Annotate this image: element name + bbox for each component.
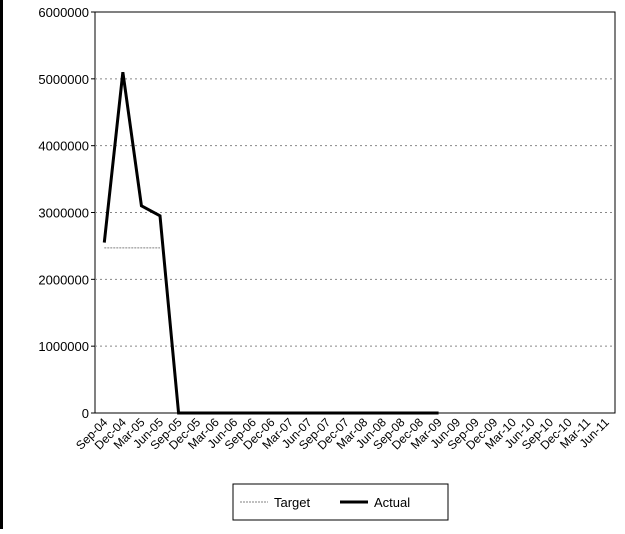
y-tick-label: 3000000 [38, 206, 89, 221]
y-tick-label: 1000000 [38, 339, 89, 354]
legend [232, 483, 449, 521]
left-border [0, 0, 3, 529]
legend-label: Target [274, 495, 311, 510]
y-tick-label: 5000000 [38, 72, 89, 87]
series-line [102, 71, 439, 415]
y-tick-label: 2000000 [38, 272, 89, 287]
y-tick-label: 6000000 [38, 5, 89, 20]
y-tick-label: 4000000 [38, 139, 89, 154]
left-block [0, 95, 3, 145]
y-tick-label: 0 [82, 406, 89, 421]
legend-label: Actual [374, 495, 410, 510]
